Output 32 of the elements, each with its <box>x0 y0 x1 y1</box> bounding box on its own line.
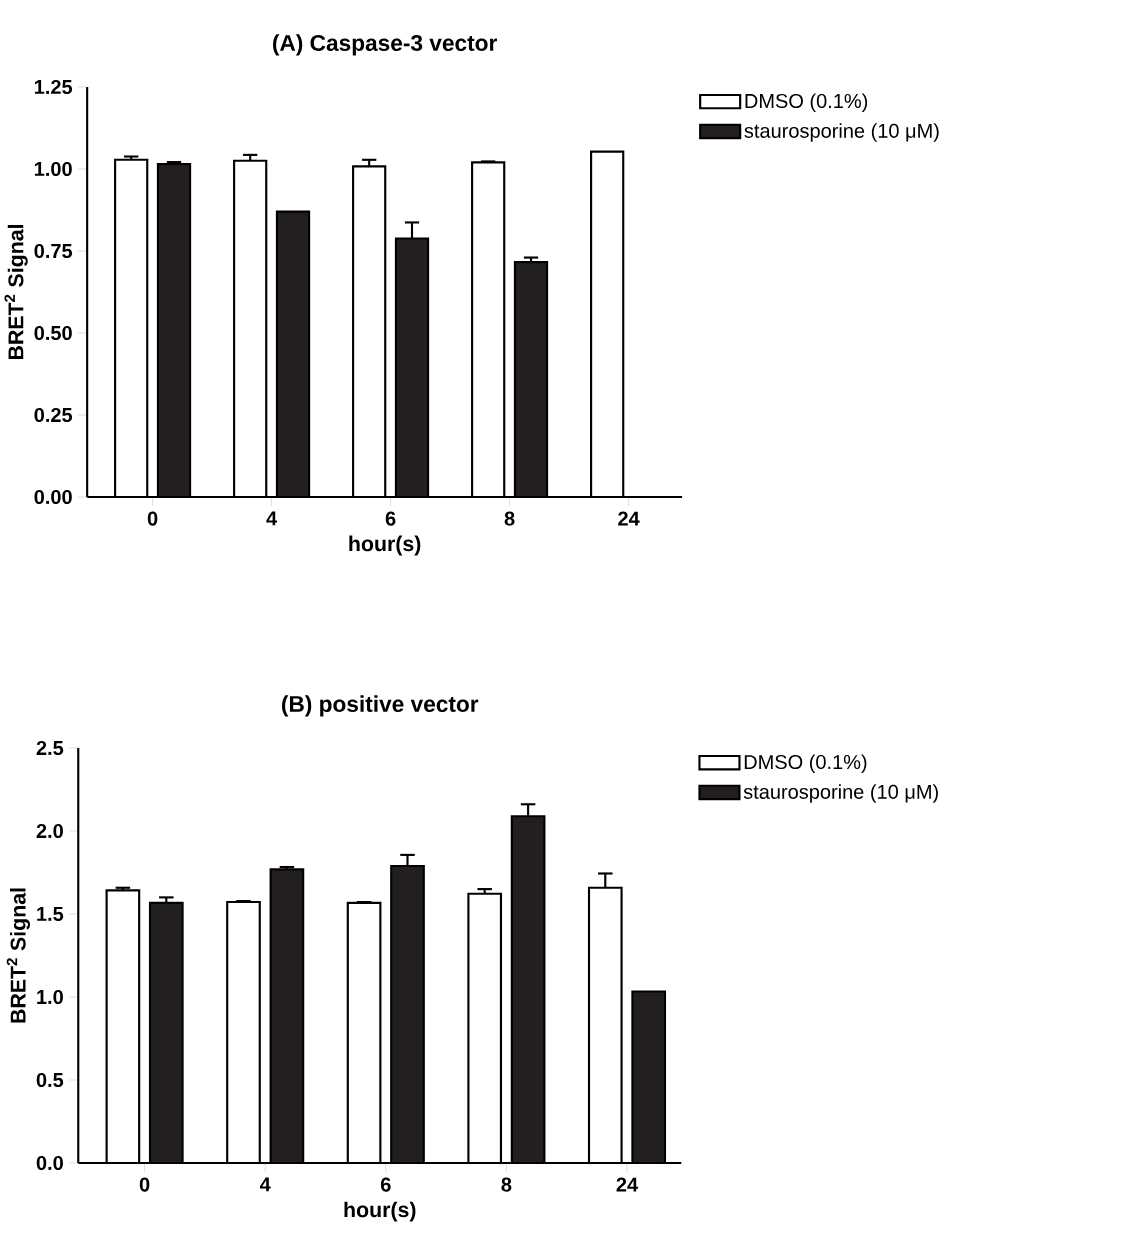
y-axis-title: BRET$^{2}$ Signal <box>6 888 31 1023</box>
x-tick-label: 6 <box>385 511 396 526</box>
y-tick-label: 1.5 <box>37 907 64 921</box>
y-tick-label: 1.0 <box>37 989 64 1005</box>
y-tick-label: 0.75 <box>34 243 73 259</box>
x-tick-label: 24 <box>618 511 640 526</box>
y-tick-label: 1.00 <box>35 161 72 177</box>
y-tick-label: 2.0 <box>36 823 64 839</box>
x-tick-label: 8 <box>504 511 515 526</box>
legend-label: staurosporine (10 μM) <box>743 784 939 803</box>
x-tick-label: 24 <box>616 1177 639 1192</box>
chart-title: (A) Caspase-3 vector <box>273 34 498 56</box>
y-axis-title: BRET$^{2}$ Signal <box>4 225 28 360</box>
y-tick-label: 1.25 <box>35 79 73 95</box>
y-tick-label: 0.5 <box>36 1072 64 1088</box>
y-tick-label: 0.25 <box>34 407 73 423</box>
x-axis-title: hour(s) <box>344 1201 416 1222</box>
y-tick-label: 0.0 <box>36 1155 64 1171</box>
chart-title: (B) positive vector <box>282 695 479 717</box>
x-tick-label: 4 <box>266 511 278 526</box>
x-tick-label: 0 <box>140 1177 150 1192</box>
legend-label: DMSO (0.1%) <box>745 93 868 113</box>
x-tick-label: 4 <box>260 1177 271 1192</box>
legend-label: DMSO (0.1%) <box>745 754 867 774</box>
x-axis-title: hour(s) <box>349 535 421 556</box>
x-tick-label: 6 <box>381 1177 391 1192</box>
y-tick-label: 2.5 <box>36 740 64 756</box>
y-tick-label: 0.00 <box>34 489 72 505</box>
x-tick-label: 8 <box>501 1177 512 1192</box>
legend-label: staurosporine (10 μM) <box>744 123 939 142</box>
x-tick-label: 0 <box>148 511 158 526</box>
y-tick-label: 0.50 <box>34 325 72 341</box>
